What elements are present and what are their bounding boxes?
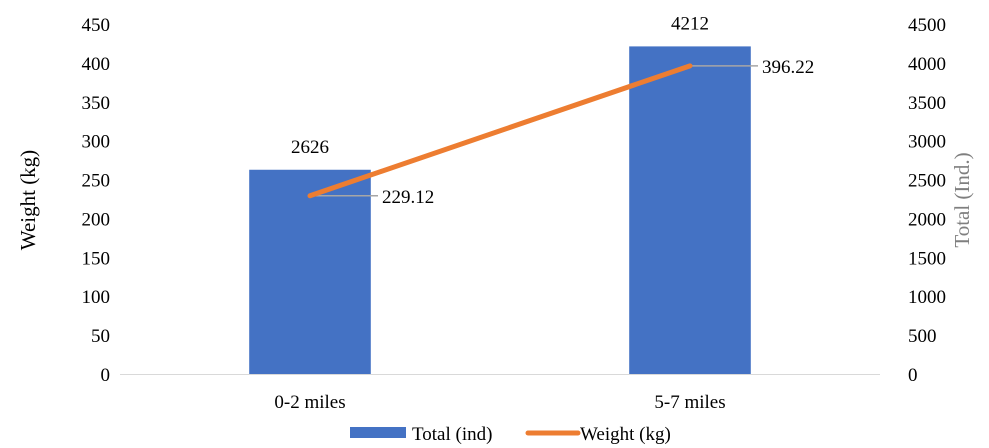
right-tick-label: 2500: [908, 171, 946, 192]
right-tick-label: 1500: [908, 248, 946, 269]
legend-label-weight: Weight (kg): [580, 424, 671, 445]
left-tick-label: 50: [91, 326, 110, 347]
right-axis-ticks: 0 500 1000 1500 2000 2500 3000 3500 4000 4500: [908, 15, 946, 386]
bar-data-label: 4212: [671, 13, 709, 34]
right-tick-label: 4000: [908, 54, 946, 75]
legend: Total (ind) Weight (kg): [350, 424, 671, 445]
right-tick-label: 4500: [908, 15, 946, 36]
line-series-weight: [307, 63, 693, 199]
right-axis-title: Total (Ind.): [950, 152, 974, 247]
legend-label-total: Total (ind): [412, 424, 492, 445]
right-tick-label: 500: [908, 326, 937, 347]
left-tick-label: 0: [101, 365, 111, 386]
bar: [249, 169, 371, 374]
weight-line: [307, 63, 693, 199]
line-data-labels: 229.12 396.22: [382, 57, 814, 208]
bar-data-label: 2626: [291, 137, 329, 158]
right-tick-label: 3500: [908, 93, 946, 114]
bar: [629, 46, 751, 375]
right-tick-label: 0: [908, 365, 918, 386]
bar-data-labels: 2626 4212: [291, 13, 709, 157]
left-axis-title: Weight (kg): [16, 150, 40, 250]
left-tick-label: 150: [82, 248, 111, 269]
category-label: 5-7 miles: [654, 392, 725, 413]
legend-swatch-total: [350, 427, 406, 438]
category-label: 0-2 miles: [274, 392, 345, 413]
line-data-label: 396.22: [762, 57, 814, 78]
left-tick-label: 300: [82, 132, 111, 153]
x-axis-category-labels: 0-2 miles 5-7 miles: [274, 392, 725, 413]
left-tick-label: 450: [82, 15, 111, 36]
left-tick-label: 200: [82, 209, 111, 230]
right-tick-label: 1000: [908, 287, 946, 308]
right-tick-label: 3000: [908, 132, 946, 153]
right-tick-label: 2000: [908, 209, 946, 230]
left-tick-label: 400: [82, 54, 111, 75]
line-data-label: 229.12: [382, 187, 434, 208]
bar-series-total: [249, 46, 751, 375]
left-tick-label: 250: [82, 171, 111, 192]
left-tick-label: 100: [82, 287, 111, 308]
left-axis-ticks: 0 50 100 150 200 250 300 350 400 450: [82, 15, 111, 386]
leader-lines: [310, 65, 758, 197]
left-tick-label: 350: [82, 93, 111, 114]
